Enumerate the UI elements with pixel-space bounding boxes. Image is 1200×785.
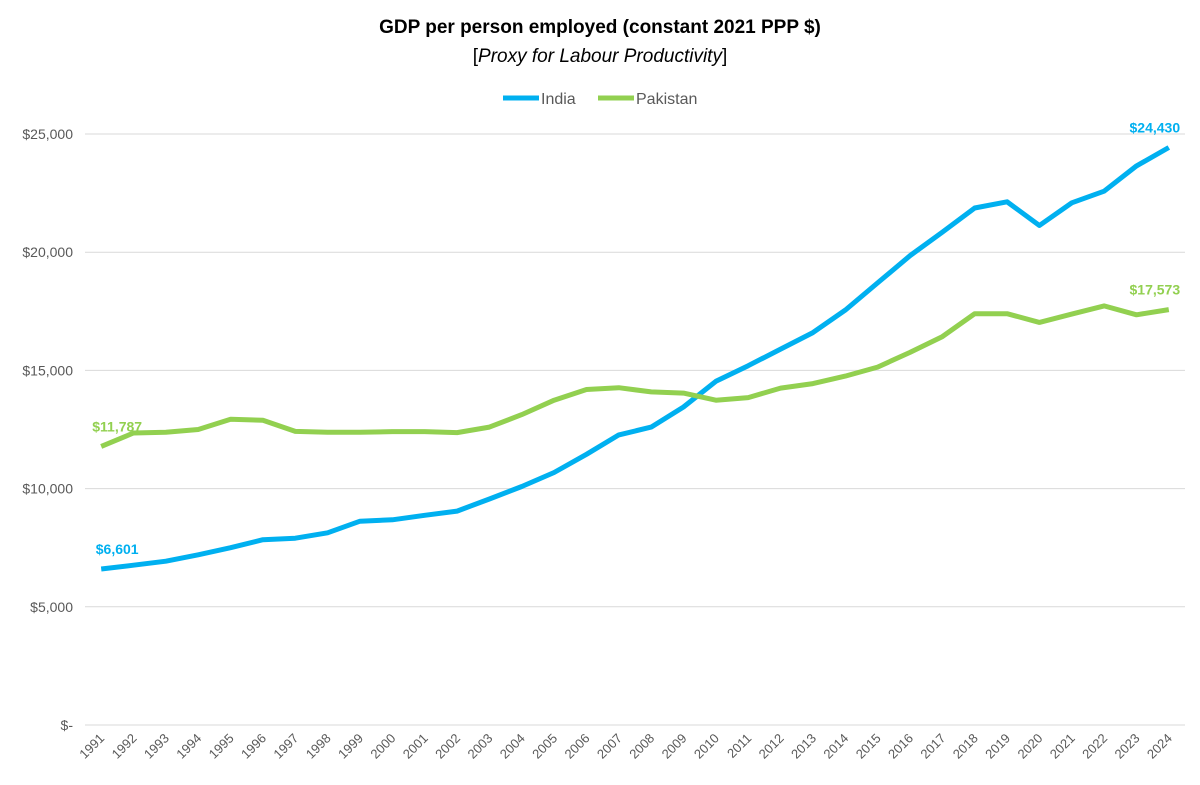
- subtitle-text: Proxy for Labour Productivity: [478, 46, 723, 67]
- x-tick-label: 2018: [950, 731, 981, 762]
- x-tick-label: 1991: [76, 731, 107, 762]
- data-label-india-last: $24,430: [1130, 119, 1181, 135]
- x-tick-label: 2009: [659, 731, 690, 762]
- x-tick-label: 1997: [270, 731, 301, 762]
- x-tick-label: 2004: [497, 731, 528, 762]
- y-axis-ticks: $- $5,000 $10,000 $15,000 $20,000 $25,000: [22, 126, 73, 733]
- x-tick-label: 2021: [1047, 731, 1078, 762]
- x-tick-label: 2015: [853, 731, 884, 762]
- y-tick-label: $25,000: [22, 126, 73, 142]
- x-axis-ticks: 1991 1992 1993 1994 1995 1996 1997 1998 1999 2000…: [76, 731, 1175, 762]
- data-label-pakistan-first: $11,787: [92, 418, 142, 434]
- legend: India Pakistan: [503, 91, 697, 108]
- y-tick-label: $-: [61, 717, 74, 733]
- x-tick-label: 2005: [529, 731, 560, 762]
- x-tick-label: 1993: [141, 731, 172, 762]
- subtitle-open-bracket: [: [473, 46, 479, 67]
- x-tick-label: 2011: [724, 731, 754, 761]
- y-tick-label: $10,000: [22, 481, 73, 497]
- y-tick-label: $15,000: [22, 362, 73, 378]
- x-tick-label: 2001: [400, 731, 431, 762]
- y-tick-label: $5,000: [30, 599, 73, 615]
- x-tick-label: 2000: [367, 731, 398, 762]
- x-tick-label: 2002: [432, 731, 463, 762]
- x-tick-label: 2024: [1144, 731, 1175, 762]
- x-tick-label: 1992: [109, 731, 140, 762]
- subtitle-close-bracket: ]: [722, 46, 727, 67]
- legend-label-pakistan: Pakistan: [636, 91, 697, 108]
- data-label-india-first: $6,601: [96, 541, 139, 557]
- x-tick-label: 2022: [1079, 731, 1110, 762]
- x-tick-label: 2006: [562, 731, 593, 762]
- data-label-pakistan-last: $17,573: [1130, 282, 1181, 298]
- x-tick-label: 2023: [1112, 731, 1143, 762]
- series-line-pakistan: [100, 303, 1170, 449]
- x-tick-label: 2007: [594, 731, 625, 762]
- y-tick-label: $20,000: [22, 244, 73, 260]
- x-tick-label: 2003: [464, 731, 495, 762]
- x-tick-label: 2020: [1014, 731, 1045, 762]
- x-tick-label: 1995: [206, 731, 237, 762]
- x-tick-label: 1996: [238, 731, 269, 762]
- x-tick-label: 1999: [335, 731, 366, 762]
- data-labels: $6,601 $24,430 $11,787 $17,573: [92, 119, 1180, 556]
- x-tick-label: 2014: [820, 731, 851, 762]
- x-tick-label: 2017: [917, 731, 948, 762]
- x-tick-label: 2012: [756, 731, 787, 762]
- chart-title: GDP per person employed (constant 2021 P…: [379, 17, 821, 38]
- x-tick-label: 2010: [691, 731, 722, 762]
- x-tick-label: 2019: [982, 731, 1013, 762]
- legend-label-india: India: [541, 91, 576, 108]
- x-tick-label: 2008: [626, 731, 657, 762]
- x-tick-label: 2013: [788, 731, 819, 762]
- x-tick-label: 1998: [303, 731, 334, 762]
- x-tick-label: 2016: [885, 731, 916, 762]
- chart-subtitle: [Proxy for Labour Productivity]: [473, 46, 728, 67]
- series-lines: [100, 145, 1171, 572]
- x-tick-label: 1994: [173, 731, 204, 762]
- series-line-india: [100, 145, 1171, 572]
- gridlines: [85, 133, 1185, 726]
